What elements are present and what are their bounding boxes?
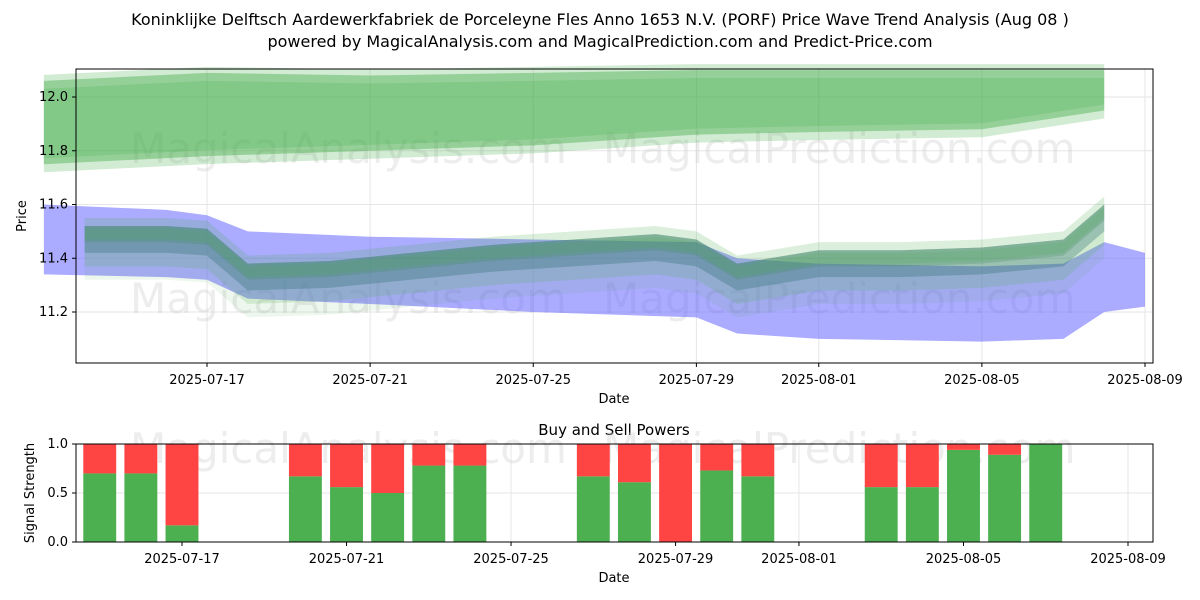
signal-x-tick-label: 2025-07-29 <box>638 552 714 567</box>
sell-bar <box>700 444 734 471</box>
sell-bar <box>371 444 405 493</box>
buy-bar <box>905 487 939 542</box>
sell-bar <box>905 444 939 488</box>
signal-y-tick-label: 0.5 <box>47 486 68 501</box>
price-x-tick-label: 2025-07-29 <box>659 373 735 388</box>
buy-bar <box>1029 444 1063 542</box>
wave-ribbon <box>84 204 1105 318</box>
buy-bar <box>576 476 610 542</box>
upper-band-layer <box>43 70 1105 165</box>
buy-bar <box>864 487 898 542</box>
price-x-tick-label: 2025-07-17 <box>169 373 245 388</box>
price-y-tick-label: 11.4 <box>39 251 68 266</box>
buy-bar <box>700 470 734 542</box>
lower-band <box>43 204 1146 342</box>
price-x-tick-label: 2025-08-05 <box>944 373 1020 388</box>
sell-bar <box>659 444 693 542</box>
watermark-prediction-top: MagicalPrediction.com <box>603 124 1076 173</box>
upper-band-layer <box>43 78 1105 173</box>
price-y-tick-label: 12.0 <box>39 90 68 105</box>
signal-x-axis-label: Date <box>598 571 629 586</box>
signal-bars <box>83 444 1063 542</box>
signal-y-tick-label: 0.0 <box>47 535 68 550</box>
signal-x-tick-label: 2025-07-17 <box>144 552 220 567</box>
price-x-tick-label: 2025-08-09 <box>1107 373 1183 388</box>
sell-bar <box>947 444 980 450</box>
signal-y-axis-label: Signal Strength <box>23 443 38 543</box>
price-series <box>43 64 1146 342</box>
buy-bar <box>617 482 651 542</box>
wave-ribbon <box>84 196 1105 278</box>
chart-subtitle: powered by MagicalAnalysis.com and Magic… <box>267 32 932 51</box>
signal-plot-title: Buy and Sell Powers <box>538 421 690 439</box>
price-y-axis-label: Price <box>15 200 30 232</box>
sell-bar <box>83 444 117 474</box>
buy-bar <box>288 476 322 542</box>
buy-bar <box>453 465 487 542</box>
price-y-ticks: 11.2 11.4 11.6 11.8 12.0 <box>39 90 76 320</box>
buy-bar <box>330 487 363 542</box>
price-plot: MagicalAnalysis.com MagicalPrediction.co… <box>15 64 1183 407</box>
price-plot-frame <box>75 68 1154 364</box>
sell-bar <box>864 444 898 488</box>
signal-y-tick-label: 1.0 <box>47 437 68 452</box>
buy-bar <box>412 465 446 542</box>
price-y-tick-label: 11.2 <box>39 305 68 320</box>
buy-bar <box>947 449 980 542</box>
signal-x-tick-label: 2025-08-09 <box>1090 552 1166 567</box>
sell-bar <box>617 444 651 483</box>
signal-x-ticks: 2025-07-17 2025-07-21 2025-07-25 2025-07-29… <box>144 542 1166 567</box>
buy-bar <box>371 493 405 542</box>
buy-bar <box>741 476 775 542</box>
buy-bar <box>988 454 1022 542</box>
signal-x-tick-label: 2025-07-25 <box>473 552 549 567</box>
wave-ribbon <box>84 207 1105 304</box>
sell-bar <box>453 444 487 466</box>
price-y-tick-label: 11.6 <box>39 198 68 213</box>
buy-bar <box>83 473 117 542</box>
price-x-axis-label: Date <box>598 392 629 407</box>
signal-x-tick-label: 2025-08-01 <box>761 552 837 567</box>
price-x-ticks: 2025-07-17 2025-07-21 2025-07-25 2025-07-29… <box>169 363 1183 388</box>
sell-bar <box>288 444 322 477</box>
price-x-tick-label: 2025-07-21 <box>332 373 408 388</box>
watermark-analysis-top: MagicalAnalysis.com <box>130 124 567 173</box>
signal-x-tick-label: 2025-08-05 <box>926 552 1002 567</box>
price-y-tick-label: 11.8 <box>39 144 68 159</box>
sell-bar <box>741 444 775 477</box>
signal-x-tick-label: 2025-07-21 <box>309 552 385 567</box>
wave-ribbon <box>84 204 1105 280</box>
wave-ribbon <box>84 204 1105 291</box>
signal-y-ticks: 0.0 0.5 1.0 <box>47 437 76 550</box>
chart-title: Koninklijke Delftsch Aardewerkfabriek de… <box>131 10 1069 29</box>
price-x-tick-label: 2025-07-25 <box>495 373 571 388</box>
sell-bar <box>576 444 610 477</box>
buy-bar <box>165 525 199 542</box>
sell-bar <box>988 444 1022 455</box>
price-x-tick-label: 2025-08-01 <box>781 373 857 388</box>
sell-bar <box>165 444 199 526</box>
sell-bar <box>330 444 363 488</box>
buy-bar <box>124 473 158 542</box>
upper-band-layer <box>43 64 1105 159</box>
signal-plot: Buy and Sell Powers MagicalAnalysis.com … <box>23 421 1166 586</box>
sell-bar <box>124 444 158 474</box>
sell-bar <box>412 444 446 466</box>
